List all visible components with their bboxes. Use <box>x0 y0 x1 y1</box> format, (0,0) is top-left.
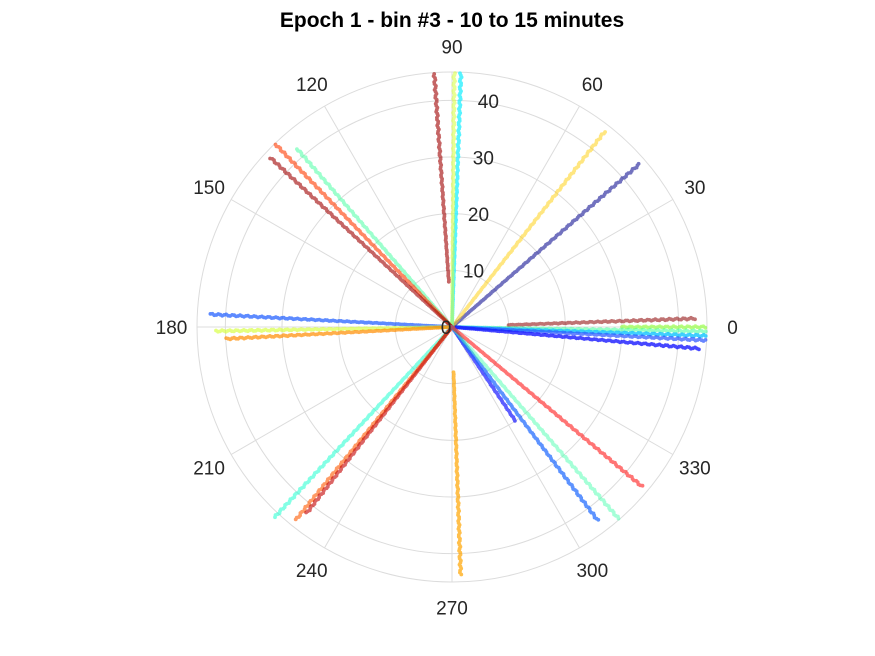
data-point <box>459 572 464 577</box>
angle-tick-label: 30 <box>684 178 705 199</box>
series-ray <box>304 325 454 515</box>
series-ray <box>450 325 621 521</box>
data-point <box>697 347 701 352</box>
data-point <box>636 161 641 166</box>
radial-tick-label: 40 <box>478 92 499 113</box>
data-point <box>616 516 621 521</box>
grid-spoke <box>230 326 453 455</box>
series-ray <box>506 315 697 328</box>
data-point <box>596 517 601 522</box>
series-ray <box>451 370 464 577</box>
angle-tick-label: 210 <box>193 458 225 479</box>
data-point <box>703 329 708 334</box>
grid-spoke <box>451 326 674 455</box>
data-point <box>703 338 708 342</box>
angle-tick-label: 90 <box>441 38 462 59</box>
grid-spoke <box>451 199 674 328</box>
series-ray <box>450 130 607 329</box>
data-point <box>703 325 708 330</box>
data-point <box>453 71 457 76</box>
series-ray <box>273 325 454 520</box>
angle-tick-label: 0 <box>727 318 738 339</box>
series-ray <box>450 325 601 522</box>
series-ray <box>431 72 451 284</box>
data-point <box>273 515 277 520</box>
data-point <box>304 510 308 515</box>
data-point <box>268 156 272 161</box>
data-point <box>640 483 645 488</box>
data-point <box>214 328 218 333</box>
data-point <box>513 419 517 423</box>
data-point <box>458 71 462 76</box>
angle-tick-label: 270 <box>436 599 468 620</box>
data-point <box>224 336 229 340</box>
radial-tick-label: 20 <box>468 205 489 226</box>
series-ray <box>450 71 457 329</box>
radial-tick-label: 0 <box>441 318 452 339</box>
series-ray <box>450 325 701 352</box>
angle-tick-label: 330 <box>679 458 711 479</box>
data-point <box>703 334 708 338</box>
data-point <box>273 142 278 147</box>
data-point <box>208 312 213 316</box>
grid-spoke <box>324 326 453 549</box>
grid-spoke <box>230 199 453 328</box>
radial-tick-label: 30 <box>473 149 494 170</box>
grid-spoke <box>451 326 580 549</box>
grid-spoke <box>451 105 580 328</box>
series-ray <box>273 142 454 329</box>
data-point <box>432 72 437 76</box>
angle-tick-label: 60 <box>582 75 603 96</box>
axis-labels: 0 30 60 90 120 150 180 210 240 270 300 330 0 10 20 30 40 <box>156 38 738 620</box>
series-ray <box>450 161 641 329</box>
angle-tick-label: 300 <box>576 561 608 582</box>
series-layer <box>208 71 708 577</box>
series-ray <box>268 156 454 329</box>
angle-tick-label: 150 <box>193 178 225 199</box>
angle-tick-label: 180 <box>156 318 188 339</box>
chart-title: Epoch 1 - bin #3 - 10 to 15 minutes <box>280 9 624 32</box>
data-point <box>693 317 697 322</box>
radial-tick-label: 10 <box>463 262 484 283</box>
series-ray <box>224 325 454 342</box>
series-ray <box>450 325 645 488</box>
grid-spoke <box>324 105 453 328</box>
data-point <box>295 147 299 152</box>
series-ray <box>208 311 454 329</box>
data-point <box>603 130 607 134</box>
angle-tick-label: 240 <box>296 561 328 582</box>
angle-tick-label: 120 <box>296 75 328 96</box>
data-point <box>293 517 298 522</box>
